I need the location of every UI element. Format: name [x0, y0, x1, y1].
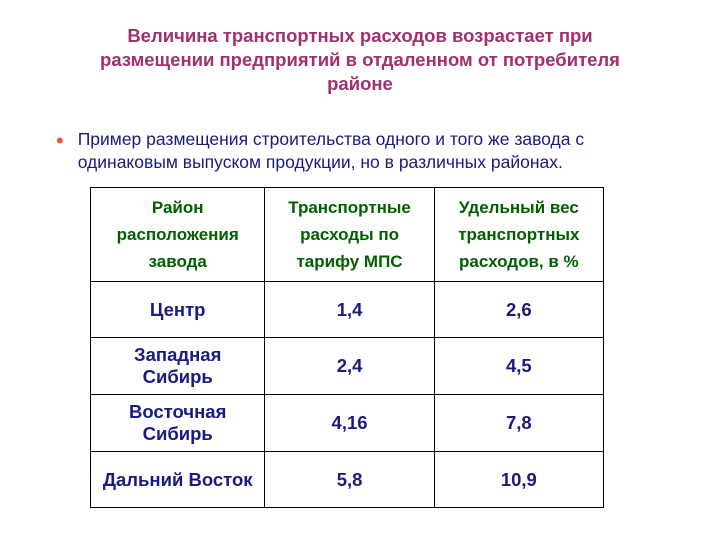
table-container: Район расположения завода Транспортные р…: [0, 187, 720, 509]
bullet-item: • Пример размещения строительства одного…: [0, 128, 720, 173]
col-header-region: Район расположения завода: [91, 187, 265, 282]
table-row: Центр 1,4 2,6: [91, 282, 604, 338]
cell-share: 10,9: [434, 452, 603, 508]
cell-transport: 4,16: [265, 395, 434, 452]
col-header-transport: Транспортные расходы по тарифу МПС: [265, 187, 434, 282]
cell-transport: 5,8: [265, 452, 434, 508]
slide-title: Величина транспортных расходов возрастае…: [0, 24, 720, 96]
cell-transport: 1,4: [265, 282, 434, 338]
cell-region: Западная Сибирь: [91, 338, 265, 395]
table-row: Западная Сибирь 2,4 4,5: [91, 338, 604, 395]
cell-region: Восточная Сибирь: [91, 395, 265, 452]
cell-share: 2,6: [434, 282, 603, 338]
bullet-marker-icon: •: [56, 130, 64, 152]
cell-share: 7,8: [434, 395, 603, 452]
cell-region: Дальний Восток: [91, 452, 265, 508]
table-header-row: Район расположения завода Транспортные р…: [91, 187, 604, 282]
bullet-text: Пример размещения строительства одного и…: [78, 128, 630, 173]
col-header-share: Удельный вес транспортных расходов, в %: [434, 187, 603, 282]
cell-region: Центр: [91, 282, 265, 338]
cell-transport: 2,4: [265, 338, 434, 395]
table-row: Дальний Восток 5,8 10,9: [91, 452, 604, 508]
transport-cost-table: Район расположения завода Транспортные р…: [90, 187, 604, 509]
table-row: Восточная Сибирь 4,16 7,8: [91, 395, 604, 452]
cell-share: 4,5: [434, 338, 603, 395]
